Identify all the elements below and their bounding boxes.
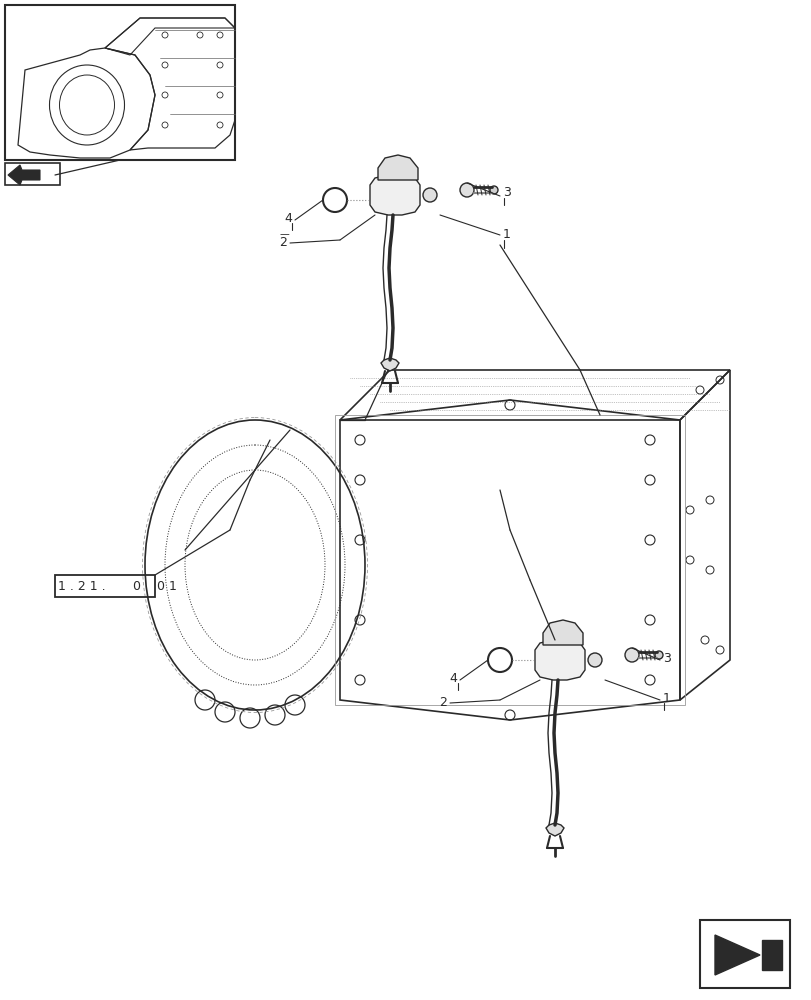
Text: 3: 3 <box>502 186 510 200</box>
Polygon shape <box>8 165 40 185</box>
Polygon shape <box>714 935 759 975</box>
Polygon shape <box>370 175 419 215</box>
Bar <box>699 920 789 988</box>
Bar <box>5 5 234 160</box>
Text: 2: 2 <box>279 236 286 249</box>
Polygon shape <box>543 620 582 645</box>
Text: 1: 1 <box>663 692 670 704</box>
Text: 0    0 1: 0 0 1 <box>133 580 177 592</box>
Circle shape <box>587 653 601 667</box>
Bar <box>335 415 684 705</box>
Circle shape <box>624 648 638 662</box>
Bar <box>761 940 781 970</box>
Polygon shape <box>534 640 584 680</box>
Text: 4: 4 <box>284 212 292 225</box>
Text: 2: 2 <box>439 696 446 710</box>
Polygon shape <box>380 358 398 371</box>
Circle shape <box>423 188 436 202</box>
Text: 4: 4 <box>448 672 457 684</box>
Polygon shape <box>378 155 418 180</box>
Polygon shape <box>545 823 564 836</box>
Text: 3: 3 <box>663 652 670 664</box>
Bar <box>55 575 155 597</box>
Text: 1: 1 <box>502 229 510 241</box>
Text: 1 . 2 1 .: 1 . 2 1 . <box>58 580 106 592</box>
Circle shape <box>489 186 497 194</box>
Circle shape <box>460 183 474 197</box>
Bar <box>5 163 60 185</box>
Circle shape <box>654 651 663 659</box>
Text: —: — <box>279 229 289 239</box>
